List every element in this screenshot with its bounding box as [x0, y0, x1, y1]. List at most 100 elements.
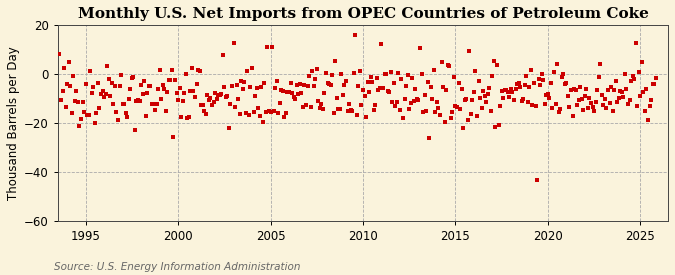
- Point: [265, 109, 276, 114]
- Point: [609, 88, 620, 93]
- Point: [197, 103, 208, 108]
- Point: [134, 98, 145, 103]
- Point: [408, 99, 419, 103]
- Point: [489, 59, 500, 63]
- Point: [196, 103, 207, 107]
- Point: [590, 100, 601, 104]
- Point: [109, 84, 120, 88]
- Point: [236, 79, 246, 83]
- Point: [294, 82, 305, 87]
- Point: [641, 87, 652, 91]
- Point: [277, 89, 288, 93]
- Point: [96, 91, 107, 96]
- Point: [458, 126, 468, 130]
- Point: [223, 126, 234, 131]
- Point: [345, 108, 356, 112]
- Point: [274, 101, 285, 105]
- Point: [452, 105, 462, 109]
- Point: [292, 83, 302, 88]
- Point: [524, 85, 535, 90]
- Point: [150, 108, 161, 112]
- Point: [90, 121, 101, 125]
- Point: [501, 88, 512, 92]
- Point: [407, 76, 418, 81]
- Point: [504, 95, 515, 99]
- Point: [207, 103, 217, 107]
- Point: [222, 94, 233, 98]
- Point: [533, 77, 544, 81]
- Point: [238, 87, 248, 91]
- Point: [259, 81, 270, 85]
- Point: [398, 116, 408, 120]
- Point: [537, 72, 547, 76]
- Point: [418, 109, 429, 114]
- Point: [290, 96, 300, 101]
- Point: [257, 119, 268, 124]
- Point: [448, 75, 459, 79]
- Point: [473, 79, 484, 83]
- Point: [350, 32, 360, 37]
- Point: [293, 91, 304, 96]
- Point: [370, 103, 381, 107]
- Point: [244, 112, 254, 117]
- Point: [59, 65, 70, 70]
- Point: [402, 73, 413, 77]
- Point: [649, 82, 659, 86]
- Point: [251, 86, 262, 91]
- Point: [419, 92, 430, 97]
- Point: [572, 102, 583, 107]
- Point: [390, 104, 401, 109]
- Point: [146, 102, 157, 107]
- Point: [385, 70, 396, 75]
- Point: [213, 92, 223, 97]
- Point: [325, 82, 336, 87]
- Point: [472, 114, 483, 118]
- Point: [284, 90, 294, 94]
- Point: [82, 113, 92, 117]
- Point: [92, 80, 103, 85]
- Point: [97, 89, 108, 93]
- Point: [406, 101, 416, 106]
- Point: [298, 105, 308, 109]
- Point: [393, 70, 404, 75]
- Point: [165, 78, 176, 82]
- Point: [439, 120, 450, 124]
- Point: [334, 107, 345, 111]
- Point: [362, 80, 373, 84]
- Point: [54, 52, 65, 57]
- Point: [544, 96, 555, 100]
- Point: [401, 84, 412, 88]
- Point: [367, 79, 377, 84]
- Point: [421, 108, 431, 113]
- Point: [321, 71, 331, 76]
- Point: [643, 117, 653, 122]
- Point: [470, 69, 481, 73]
- Point: [512, 82, 522, 86]
- Point: [202, 93, 213, 97]
- Point: [604, 101, 615, 105]
- Point: [597, 92, 608, 97]
- Point: [483, 92, 493, 97]
- Point: [437, 85, 448, 89]
- Point: [88, 85, 99, 90]
- Point: [414, 46, 425, 50]
- Point: [66, 111, 77, 115]
- Point: [71, 89, 82, 94]
- Point: [145, 84, 156, 88]
- Point: [61, 81, 72, 86]
- Point: [107, 81, 117, 86]
- Point: [140, 113, 151, 118]
- Point: [354, 69, 365, 73]
- Point: [433, 106, 444, 110]
- Point: [464, 48, 475, 53]
- Point: [624, 97, 635, 102]
- Point: [612, 100, 622, 104]
- Point: [74, 124, 85, 128]
- Point: [461, 97, 472, 101]
- Point: [392, 99, 402, 104]
- Point: [211, 97, 222, 101]
- Point: [216, 92, 227, 96]
- Point: [646, 98, 657, 102]
- Point: [300, 103, 311, 108]
- Point: [616, 90, 627, 94]
